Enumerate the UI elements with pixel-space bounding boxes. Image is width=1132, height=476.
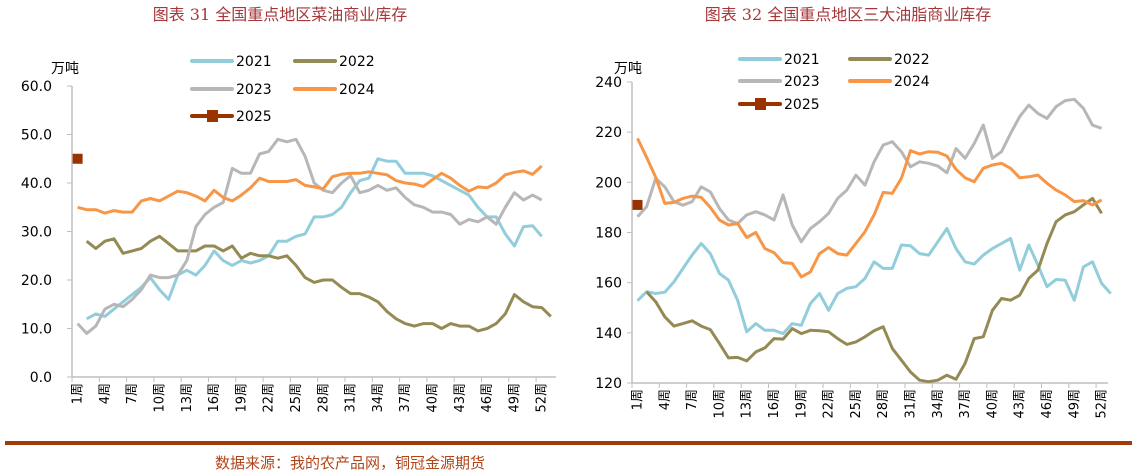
chart-title: 图表 32 全国重点地区三大油脂商业库存	[705, 5, 992, 24]
series-2025-point	[72, 153, 83, 164]
y-tick-label: 10.0	[21, 322, 52, 338]
series-2023-line	[76, 137, 543, 335]
y-axis-unit: 万吨	[614, 61, 642, 77]
legend-label: 2024	[339, 82, 375, 98]
series-2023-line	[636, 97, 1103, 244]
x-tick-label: 10周	[712, 389, 727, 419]
y-tick-label: 220	[595, 125, 622, 141]
legend-marker	[755, 98, 766, 110]
y-tick-label: 0.0	[30, 370, 52, 386]
legend-label: 2025	[784, 97, 820, 113]
x-tick-label: 13周	[180, 383, 195, 413]
x-tick-label: 43周	[453, 383, 468, 413]
series-2024-line	[77, 164, 543, 215]
legend-item-2021: 2021	[738, 52, 820, 68]
x-tick-label: 4周	[658, 389, 673, 410]
x-tick-label: 28周	[876, 389, 891, 419]
legend-item-2022: 2022	[293, 54, 375, 70]
x-tick-label: 10周	[153, 383, 168, 413]
x-tick-label: 4周	[98, 383, 113, 404]
x-tick-label: 46周	[480, 383, 495, 413]
y-tick-label: 200	[595, 175, 622, 191]
legend-label: 2024	[894, 74, 930, 90]
legend-label: 2025	[236, 109, 272, 125]
x-tick-label: 37周	[958, 389, 973, 419]
legend-item-2023: 2023	[190, 82, 272, 98]
legend-label: 2023	[236, 82, 272, 98]
legend-item-2025: 2025	[738, 97, 820, 113]
x-tick-label: 46周	[1040, 389, 1055, 419]
series-2021-line	[636, 227, 1112, 336]
y-tick-label: 40.0	[21, 176, 52, 192]
x-tick-label: 1周	[631, 389, 646, 410]
x-tick-label: 19周	[234, 383, 249, 413]
x-tick-label: 19周	[794, 389, 809, 419]
legend-item-2025: 2025	[190, 109, 272, 125]
legend-label: 2022	[339, 54, 375, 70]
y-tick-label: 120	[595, 376, 622, 392]
x-tick-label: 31周	[344, 383, 359, 413]
y-tick-label: 20.0	[21, 273, 52, 289]
y-tick-label: 50.0	[21, 128, 52, 144]
bottom-rule	[5, 441, 1132, 445]
series-2025-point	[632, 199, 643, 210]
x-tick-label: 37周	[398, 383, 413, 413]
x-tick-label: 7周	[125, 383, 140, 404]
x-tick-label: 49周	[1067, 389, 1082, 419]
series-2022-line	[85, 234, 552, 333]
chart-title: 图表 31 全国重点地区菜油商业库存	[153, 5, 408, 24]
x-tick-label: 34周	[371, 383, 386, 413]
series-2021-line	[85, 157, 543, 321]
legend-label: 2021	[236, 54, 272, 70]
y-tick-label: 140	[595, 326, 622, 342]
y-axis-unit: 万吨	[51, 61, 79, 77]
legend-marker	[207, 110, 218, 122]
x-tick-label: 40周	[426, 383, 441, 413]
x-tick-label: 1周	[71, 383, 86, 404]
x-tick-label: 22周	[262, 383, 277, 413]
series-2024-line	[636, 137, 1103, 279]
y-tick-label: 160	[595, 276, 622, 292]
x-tick-label: 43周	[1013, 389, 1028, 419]
y-tick-label: 240	[595, 75, 622, 91]
legend-item-2021: 2021	[190, 54, 272, 70]
legend-label: 2023	[784, 74, 820, 90]
x-tick-label: 16周	[767, 389, 782, 419]
x-tick-label: 34周	[931, 389, 946, 419]
series-2022-line	[645, 196, 1103, 384]
y-tick-label: 180	[595, 226, 622, 242]
x-tick-label: 49周	[507, 383, 522, 413]
x-tick-label: 31周	[904, 389, 919, 419]
x-tick-label: 40周	[985, 389, 1000, 419]
y-tick-label: 60.0	[21, 79, 52, 95]
legend-label: 2022	[894, 52, 930, 68]
x-tick-label: 16周	[207, 383, 222, 413]
x-tick-label: 28周	[316, 383, 331, 413]
x-tick-label: 52周	[1095, 389, 1110, 419]
x-tick-label: 52周	[535, 383, 550, 413]
x-tick-label: 7周	[685, 389, 700, 410]
x-tick-label: 13周	[740, 389, 755, 419]
y-tick-label: 30.0	[21, 225, 52, 241]
source-note: 数据来源：我的农产品网，铜冠金源期货	[215, 454, 485, 472]
legend-label: 2021	[784, 52, 820, 68]
legend-item-2024: 2024	[293, 82, 375, 98]
legend-item-2024: 2024	[848, 74, 930, 90]
legend-item-2023: 2023	[738, 74, 820, 90]
x-tick-label: 25周	[849, 389, 864, 419]
legend-item-2022: 2022	[848, 52, 930, 68]
x-tick-label: 22周	[822, 389, 837, 419]
x-tick-label: 25周	[289, 383, 304, 413]
